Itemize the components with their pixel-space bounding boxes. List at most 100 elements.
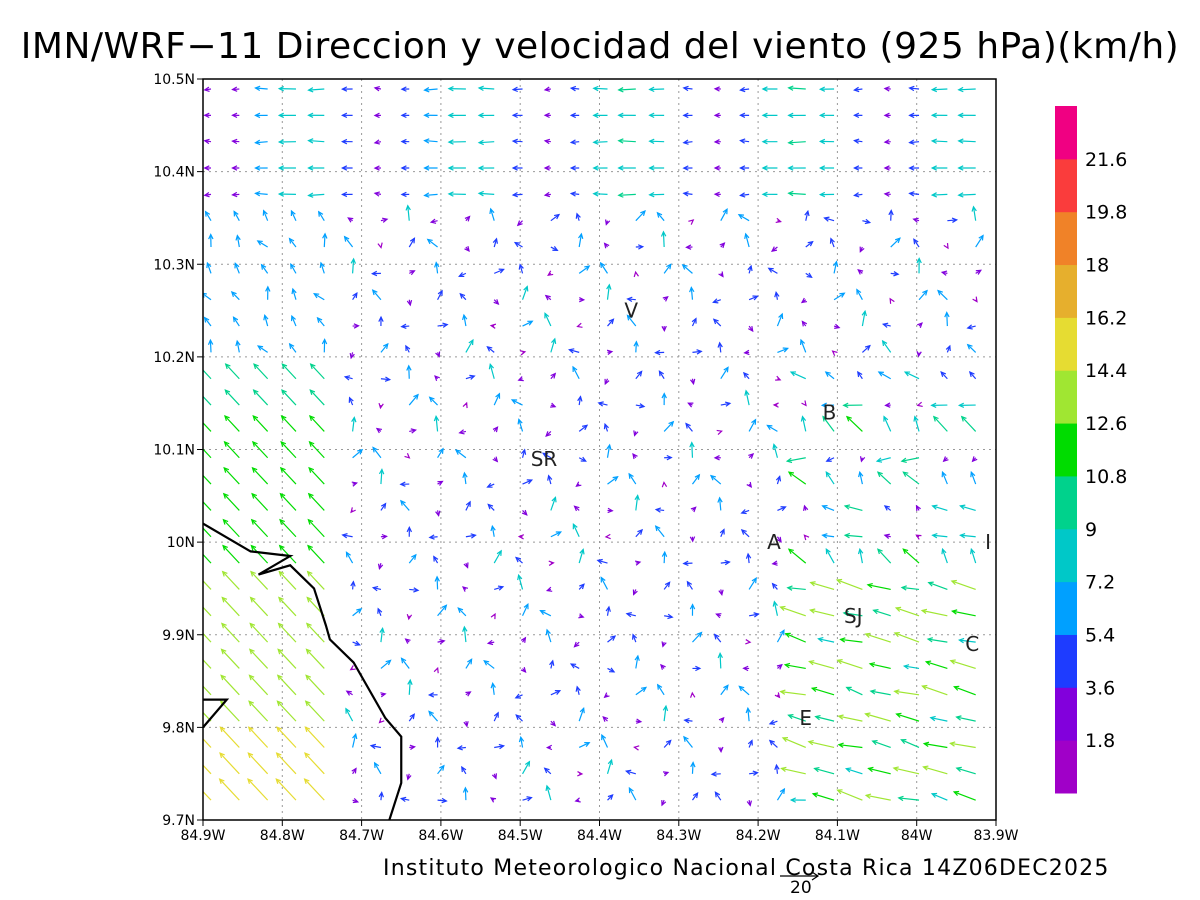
colorbar: 1.8 3.6 5.4 7.2 9 10.8 12.6 14.4 16.2 18 19.8 21.6 — [1055, 106, 1127, 794]
wind-arrow — [426, 238, 438, 248]
wind-arrow — [569, 112, 580, 119]
wind-arrow — [521, 509, 528, 516]
wind-arrow — [494, 743, 506, 750]
wind-arrow — [814, 714, 835, 722]
wind-arrow — [578, 613, 585, 619]
wind-arrow — [617, 87, 636, 93]
wind-arrow — [254, 139, 268, 146]
wind-arrow — [305, 674, 325, 696]
wind-arrow — [222, 518, 240, 538]
wind-arrow — [578, 742, 591, 749]
coastline — [203, 522, 403, 820]
wind-arrow — [569, 139, 580, 145]
wind-arrow — [632, 589, 638, 596]
wind-arrow — [254, 85, 268, 92]
wind-arrow — [761, 165, 778, 171]
wind-arrow — [317, 210, 325, 222]
wind-arrow — [429, 218, 438, 224]
wind-arrow — [634, 494, 640, 511]
wind-arrow — [235, 339, 241, 353]
wind-arrow — [345, 551, 354, 564]
wind-arrow — [573, 641, 580, 648]
wind-arrow — [606, 758, 613, 774]
wind-arrow — [871, 739, 891, 749]
wind-arrow — [971, 456, 978, 463]
wind-arrow — [263, 313, 269, 327]
wind-arrow — [902, 664, 920, 670]
wind-arrow — [231, 86, 240, 92]
wind-arrow — [742, 665, 750, 672]
y-tick-label: 10.5N — [153, 72, 195, 88]
wind-arrow — [930, 792, 948, 801]
wind-arrow — [663, 263, 672, 274]
wind-arrow — [222, 492, 240, 511]
wind-arrow — [739, 192, 750, 198]
wind-arrow — [220, 622, 240, 643]
wind-arrow — [350, 580, 356, 590]
wind-arrow — [776, 663, 783, 670]
wind-arrow — [664, 454, 673, 461]
wind-arrow — [203, 711, 212, 722]
colorbar-segment — [1055, 370, 1077, 424]
wind-arrow — [519, 350, 527, 356]
wind-arrow — [689, 691, 696, 698]
wind-arrow — [251, 440, 269, 459]
wind-arrow — [291, 287, 297, 300]
wind-arrow — [247, 752, 269, 775]
wind-arrow — [713, 139, 721, 145]
wind-arrow — [321, 338, 328, 353]
map-title: IMN/WRF−11 Direccion y velocidad del vie… — [20, 26, 1180, 67]
wind-arrow — [957, 112, 976, 119]
wind-arrow — [818, 191, 835, 198]
wind-arrow — [230, 291, 240, 301]
wind-arrow — [740, 509, 750, 515]
wind-arrow — [437, 480, 444, 486]
wind-arrow — [233, 210, 240, 221]
wind-arrow — [494, 585, 505, 591]
wind-arrow — [550, 496, 557, 511]
wind-arrow — [749, 612, 760, 618]
colorbar-segment — [1055, 528, 1077, 583]
wind-arrow — [408, 713, 416, 722]
wind-arrow — [277, 86, 296, 92]
wind-arrow — [634, 560, 642, 566]
wind-arrow — [254, 190, 268, 197]
wind-arrow — [890, 237, 901, 248]
wind-arrow — [277, 622, 297, 643]
wind-arrow — [915, 504, 921, 511]
wind-arrow — [718, 716, 725, 723]
x-tick-label: 84.6W — [418, 828, 463, 844]
wind-arrow — [975, 269, 982, 275]
wind-arrow — [857, 370, 863, 380]
wind-arrow — [373, 139, 382, 145]
wind-arrow — [307, 165, 325, 171]
wind-arrow — [203, 165, 212, 171]
wind-arrow — [437, 604, 448, 617]
wind-arrow — [833, 323, 841, 329]
wind-arrow — [780, 766, 806, 775]
wind-arrow — [543, 165, 551, 171]
wind-arrow — [717, 496, 723, 511]
wind-arrow — [434, 736, 441, 748]
wind-arrow — [520, 636, 527, 643]
wind-arrow — [775, 217, 782, 224]
wind-arrow — [221, 570, 240, 590]
wind-arrow — [223, 440, 240, 459]
wind-arrow — [960, 415, 977, 432]
wind-arrow — [545, 430, 552, 437]
wind-arrow — [578, 232, 584, 248]
wind-arrow — [785, 457, 806, 464]
wind-arrow — [739, 112, 750, 119]
wind-arrow — [912, 217, 920, 223]
wind-arrow — [883, 86, 891, 92]
wind-arrow — [575, 212, 581, 221]
wind-arrow — [433, 415, 440, 432]
colorbar-label: 21.6 — [1085, 149, 1127, 171]
wind-arrow — [488, 363, 495, 379]
wind-arrow — [288, 342, 297, 353]
wind-arrow — [515, 714, 523, 722]
wind-arrow — [908, 139, 920, 145]
wind-arrow — [916, 257, 922, 274]
wind-arrow — [931, 504, 948, 511]
wind-arrow — [922, 765, 948, 775]
